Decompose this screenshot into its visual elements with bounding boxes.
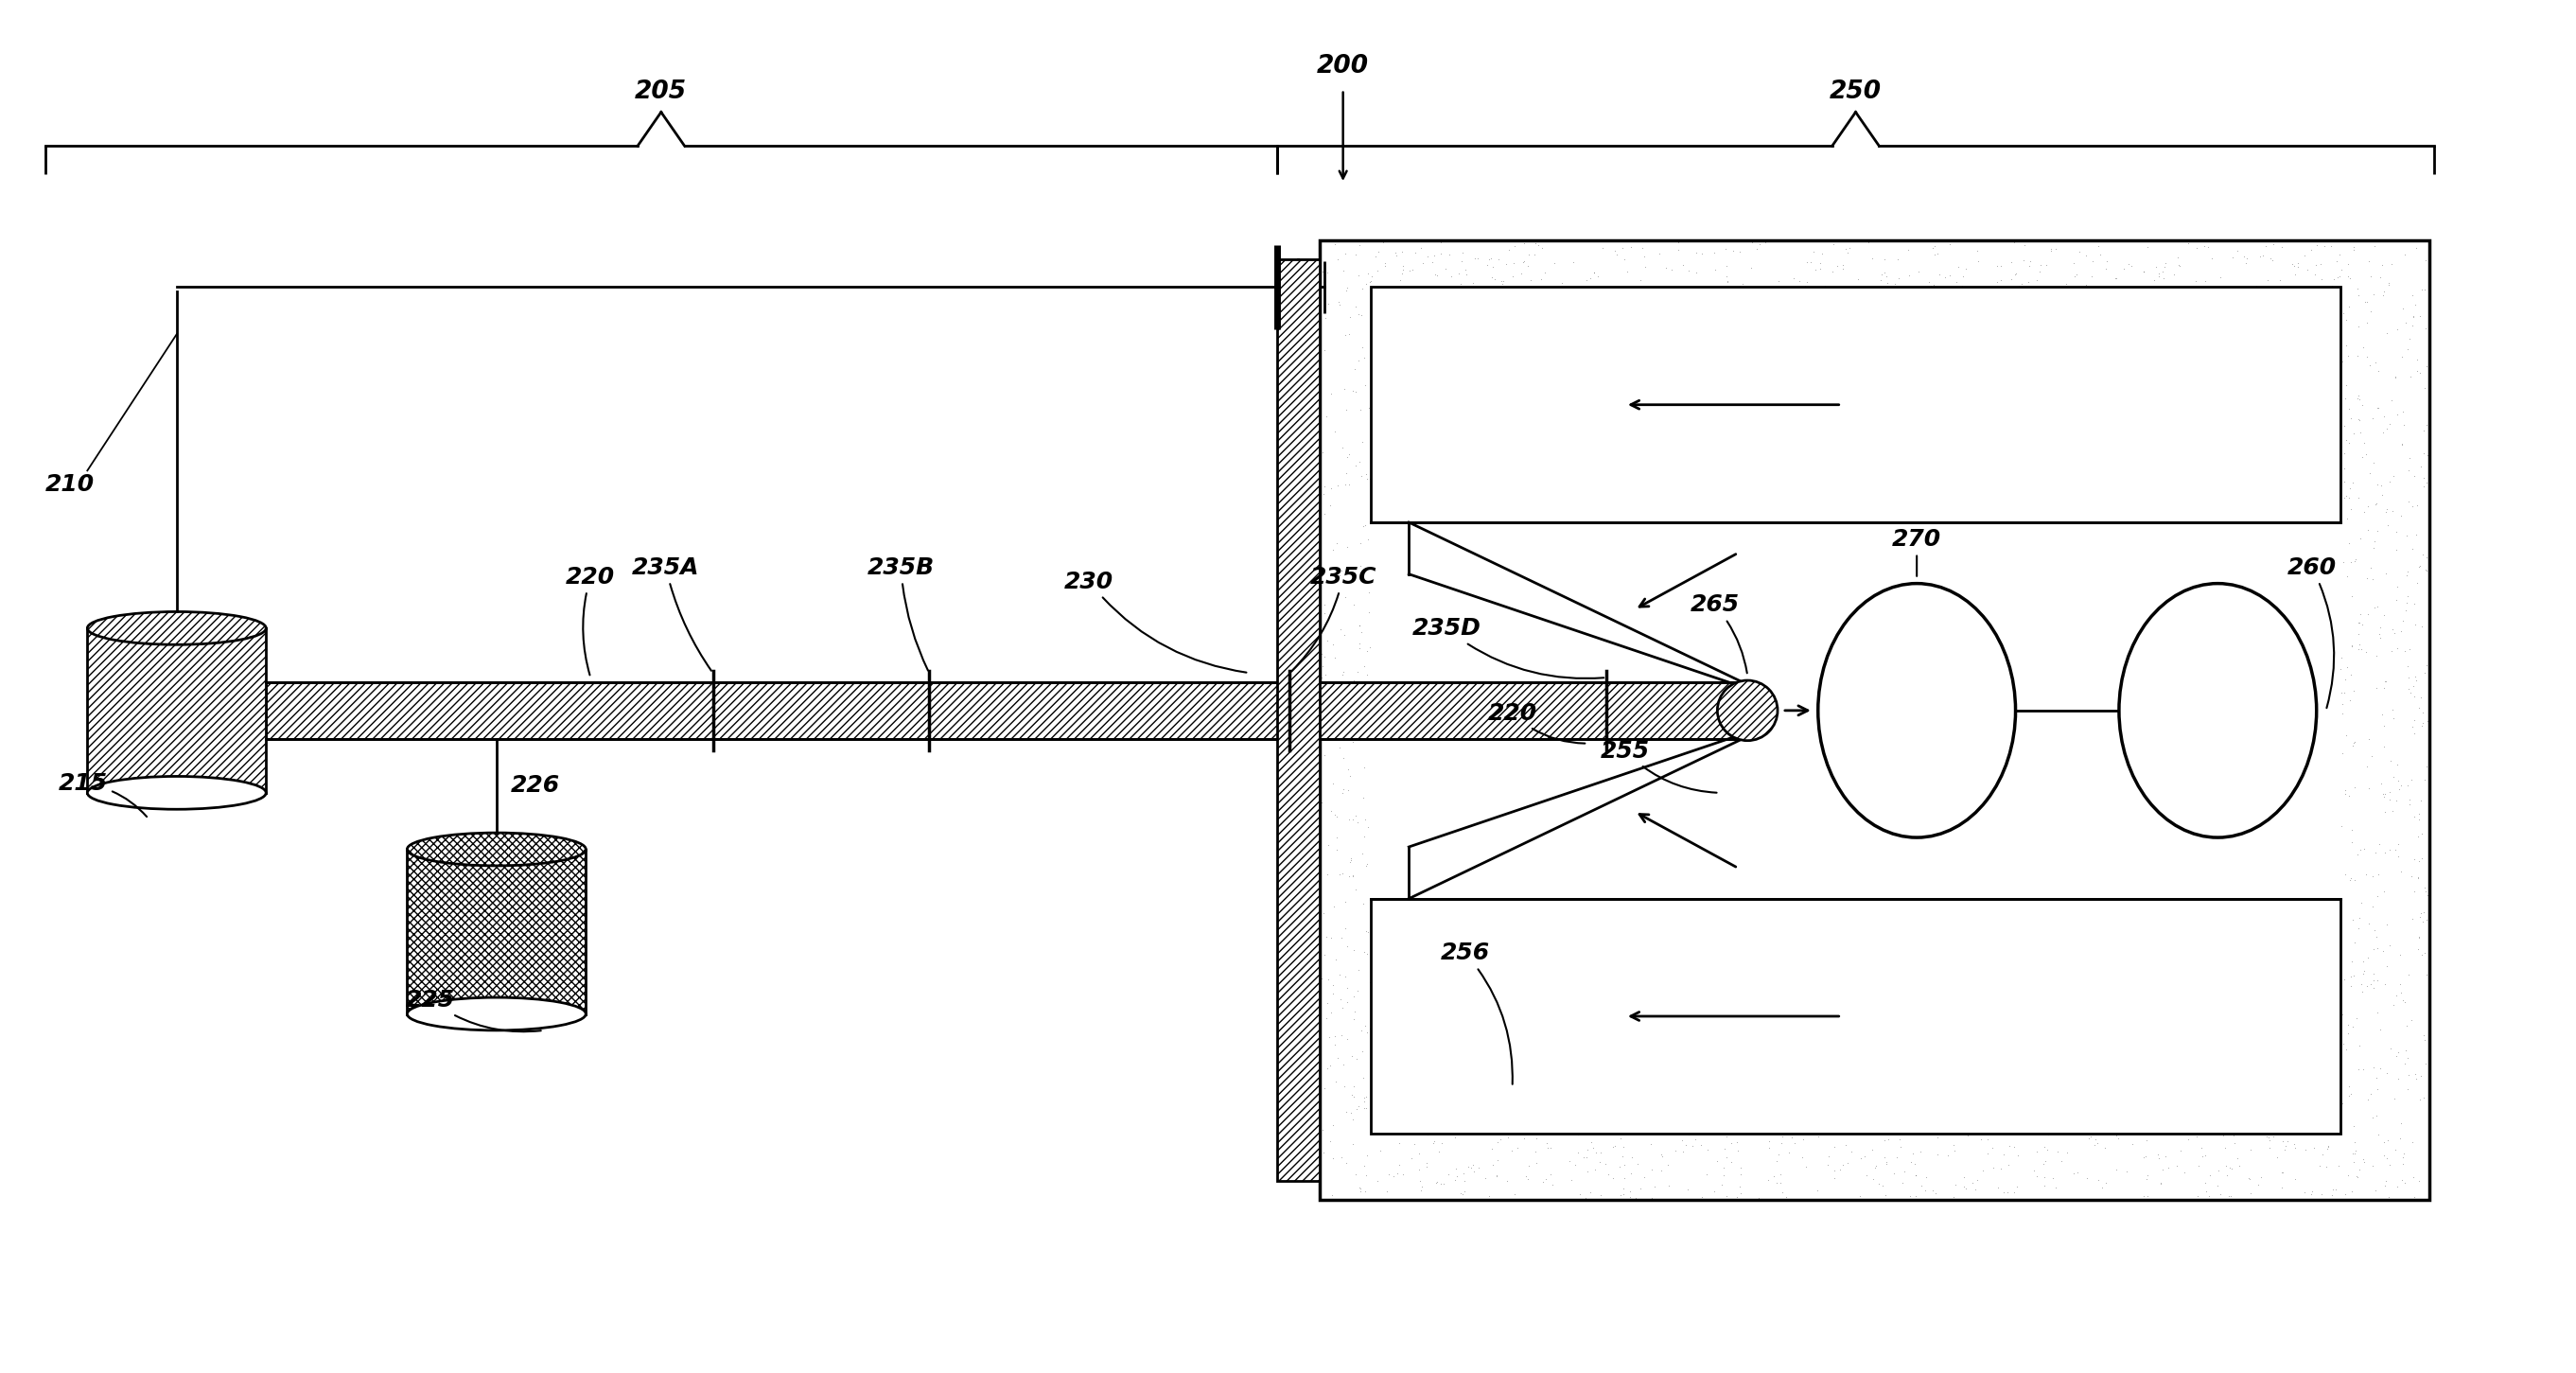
Text: 230: 230 (1064, 570, 1247, 673)
Text: 255: 255 (1600, 740, 1716, 792)
Ellipse shape (88, 776, 265, 809)
Text: 250: 250 (1829, 80, 1880, 104)
Text: 235A: 235A (631, 556, 711, 670)
Text: 235C: 235C (1291, 566, 1376, 671)
Bar (1370, 899, 2339, 1134)
Text: 205: 205 (636, 80, 688, 104)
Text: 256: 256 (1440, 942, 1512, 1085)
Bar (1370, 287, 2339, 522)
Text: 265: 265 (1690, 593, 1747, 673)
Text: 226: 226 (510, 774, 559, 798)
Circle shape (1718, 681, 1777, 740)
Bar (88, 629, 265, 792)
Text: 260: 260 (2287, 556, 2336, 708)
Text: 215: 215 (59, 773, 147, 817)
Ellipse shape (88, 612, 265, 645)
Ellipse shape (1819, 584, 2014, 838)
Ellipse shape (2120, 584, 2316, 838)
Text: 220: 220 (1489, 702, 1584, 743)
Ellipse shape (407, 833, 585, 866)
Text: 270: 270 (1893, 527, 1942, 577)
Bar (1370, 522, 2339, 899)
Bar (1278, 259, 1319, 1181)
Ellipse shape (407, 997, 585, 1030)
Bar (265, 682, 1747, 739)
Text: 235B: 235B (868, 556, 935, 670)
Text: 210: 210 (44, 474, 95, 496)
Text: 220: 220 (567, 566, 616, 676)
Text: 235D: 235D (1412, 618, 1605, 678)
Bar (407, 850, 585, 1013)
Text: 200: 200 (1316, 54, 1368, 78)
Bar (1319, 240, 2429, 1200)
Text: 225: 225 (407, 989, 541, 1031)
